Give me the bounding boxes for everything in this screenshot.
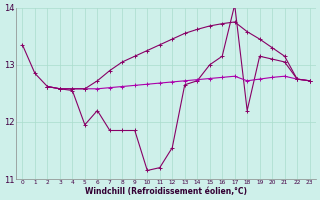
X-axis label: Windchill (Refroidissement éolien,°C): Windchill (Refroidissement éolien,°C) [85, 187, 247, 196]
